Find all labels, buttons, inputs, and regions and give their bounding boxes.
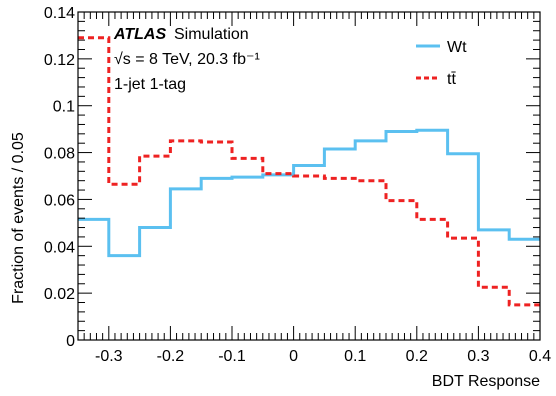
- y-tick-label: 0.04: [44, 239, 75, 256]
- x-tick-label: -0.3: [95, 348, 123, 365]
- simulation-label: Simulation: [174, 26, 249, 43]
- selection-label: 1-jet 1-tag: [114, 76, 186, 93]
- x-axis-title: BDT Response: [432, 373, 540, 390]
- plot-frame: [77, 11, 541, 341]
- energy-label: √s = 8 TeV, 20.3 fb⁻¹: [114, 51, 260, 68]
- legend-wt-label: Wt: [447, 39, 467, 56]
- x-tick-label: -0.2: [157, 348, 185, 365]
- x-tick-label: 0.3: [467, 348, 489, 365]
- y-tick-label: 0.08: [44, 146, 75, 163]
- y-tick-label: 0.14: [44, 5, 75, 22]
- x-tick-label: 0.4: [529, 348, 551, 365]
- series-layer: [78, 36, 540, 307]
- y-tick-label: 0: [66, 333, 75, 350]
- y-tick-label: 0.1: [53, 99, 75, 116]
- ticks-layer: -0.3 -0.2 -0.1 0 0.1 0.2 0.3 0.4 0 0.02 0.04 0.06 0.…: [44, 5, 551, 365]
- y-tick-label: 0.06: [44, 192, 75, 209]
- series-wt-line: [78, 128, 540, 258]
- y-axis-title: Fraction of events / 0.05: [10, 132, 27, 304]
- legend: Wt tt̄: [416, 39, 467, 88]
- x-tick-label: 0: [289, 348, 298, 365]
- x-tick-label: 0.1: [344, 348, 366, 365]
- x-tick-label: 0.2: [406, 348, 428, 365]
- atlas-label: ATLAS: [113, 26, 166, 43]
- series-ttbar-line: [78, 36, 540, 307]
- legend-ttbar-label: tt̄: [447, 71, 456, 88]
- x-tick-label: -0.1: [218, 348, 246, 365]
- y-tick-label: 0.12: [44, 52, 75, 69]
- y-tick-label: 0.02: [44, 286, 75, 303]
